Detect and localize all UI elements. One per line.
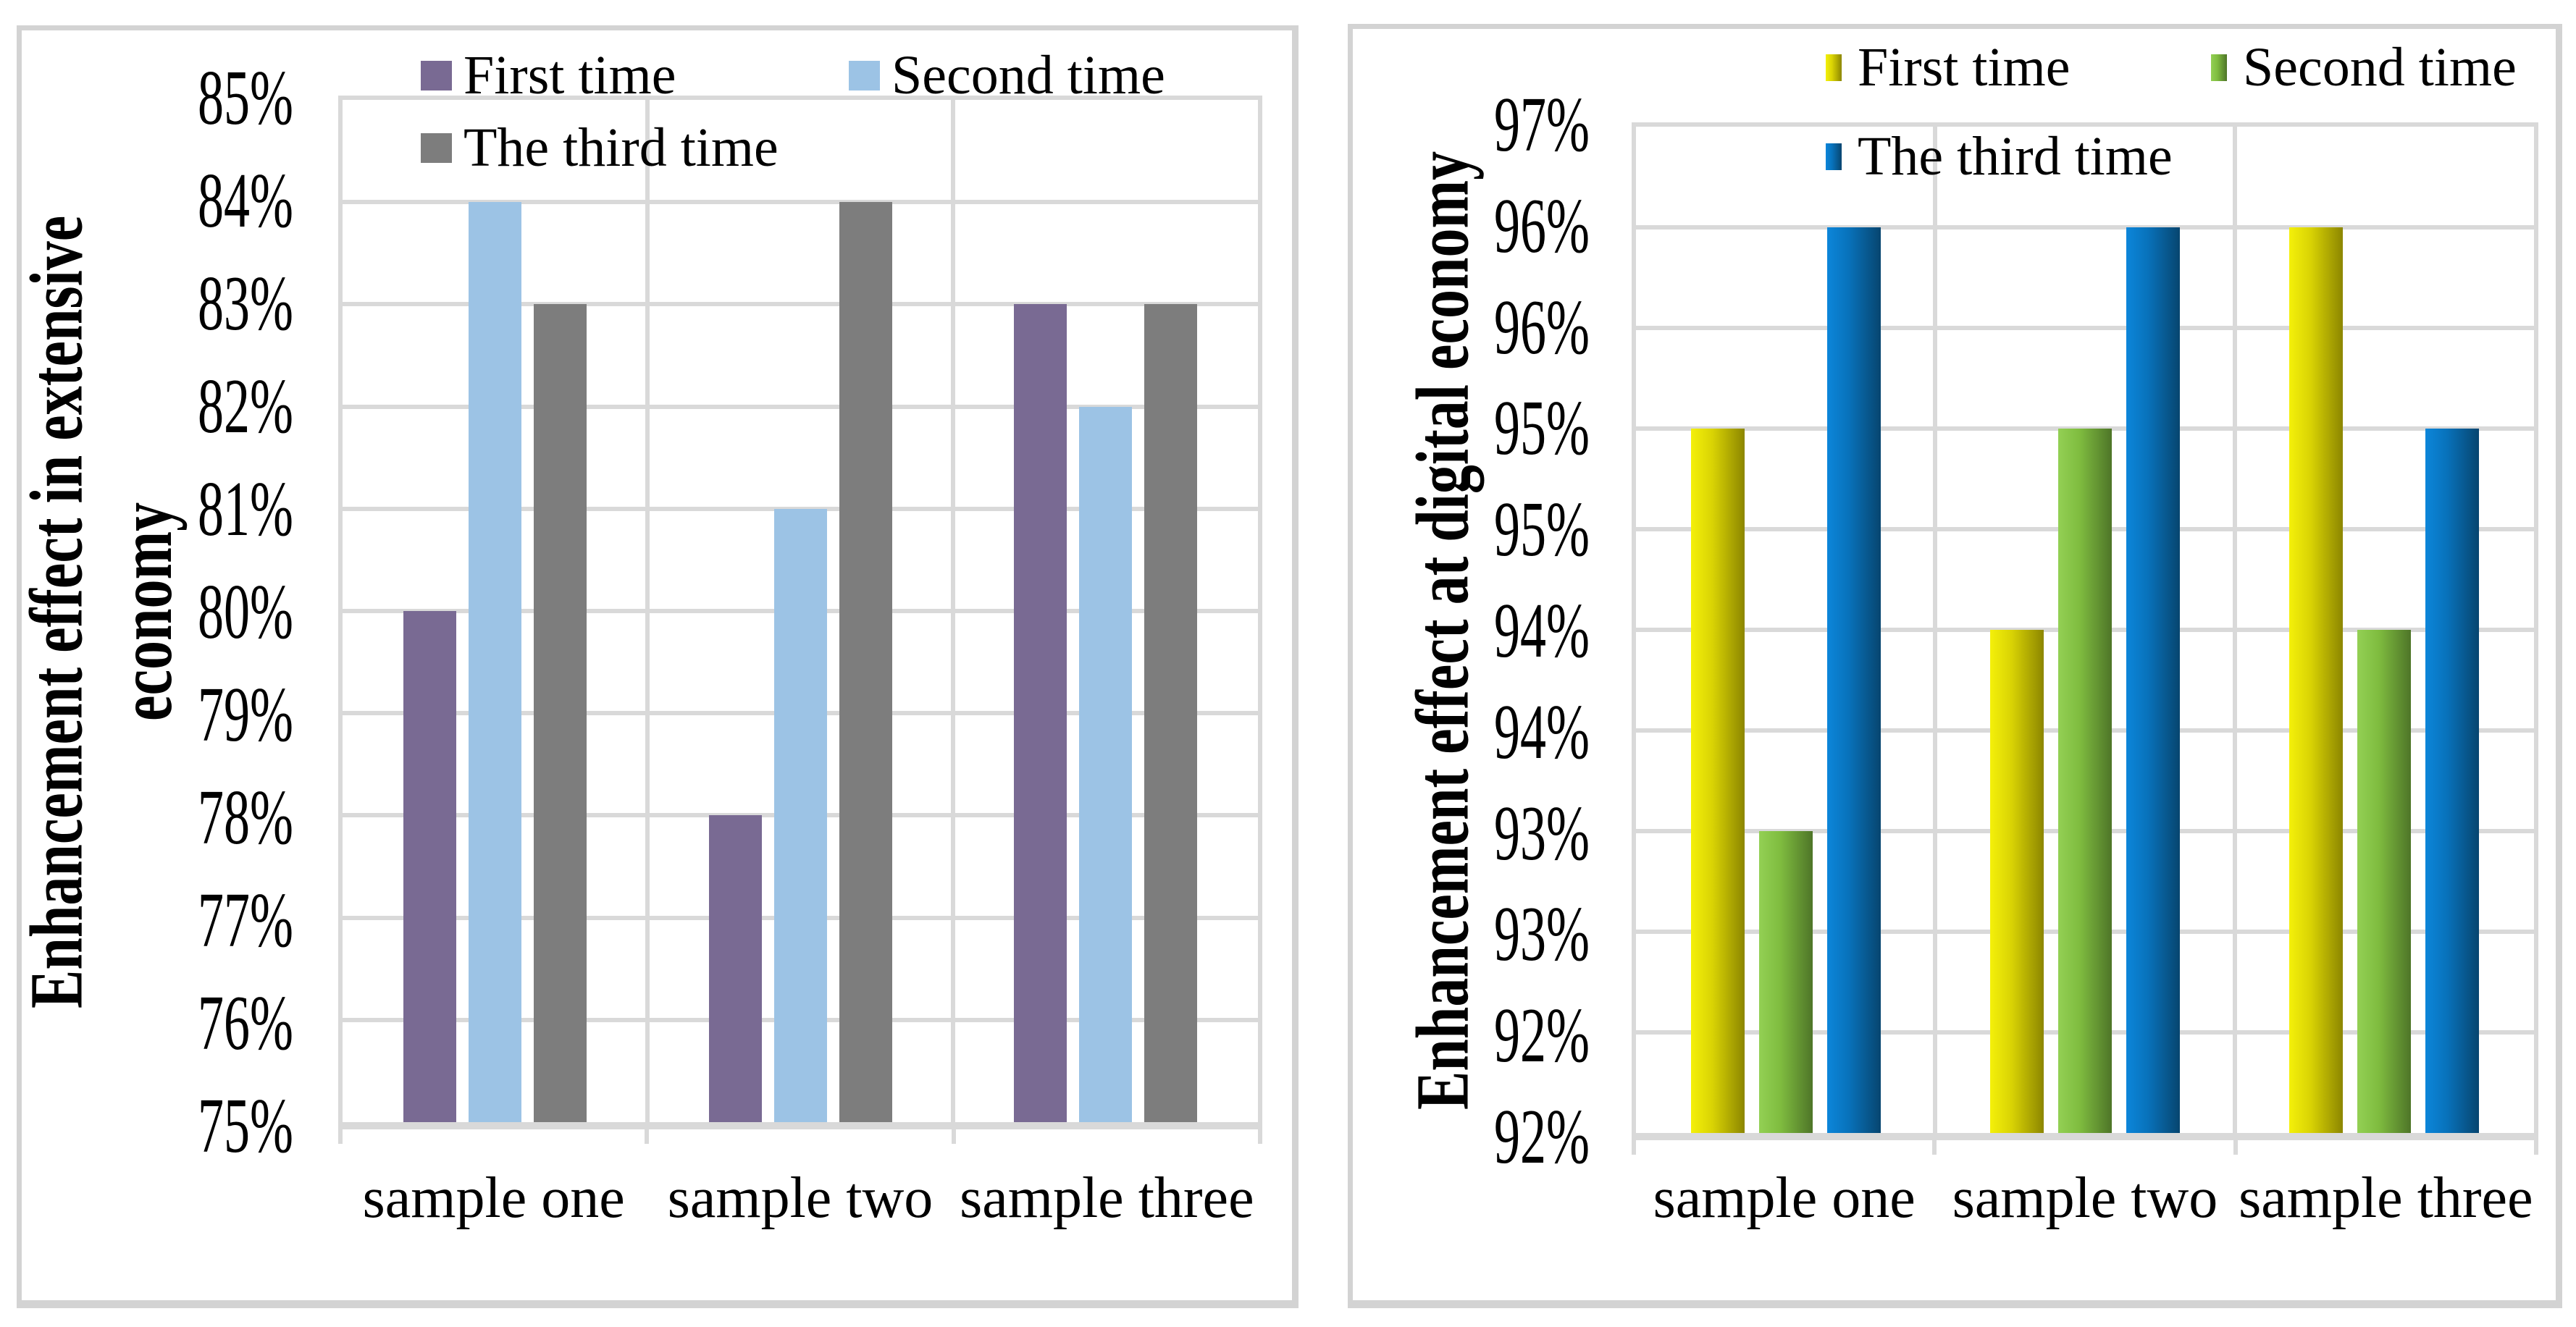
y-tick-label: 95% — [1494, 384, 1590, 472]
gridline — [1636, 326, 2534, 330]
y-tick-label: 93% — [1494, 890, 1590, 978]
y-tick-label: 84% — [198, 157, 293, 244]
legend-label: Second time — [2243, 37, 2517, 98]
x-category-label: sample two — [1952, 1166, 2218, 1230]
legend-label: Second time — [891, 45, 1165, 106]
y-tick-label: 75% — [198, 1082, 293, 1169]
legend-marker-the-third-time — [1826, 143, 1842, 170]
plot-area — [338, 96, 1262, 1129]
y-tick-label: 94% — [1494, 587, 1590, 674]
legend-marker-the-third-time — [421, 132, 452, 163]
y-tick-label: 79% — [198, 671, 293, 758]
bar-the-third-time-sample-one — [1827, 227, 1881, 1133]
gridline — [645, 100, 650, 1122]
bar-first-time-sample-one — [403, 611, 456, 1122]
axis-tick — [645, 1128, 649, 1144]
bar-first-time-sample-three — [1014, 304, 1067, 1122]
gridline — [343, 404, 1258, 409]
y-tick-label: 97% — [1494, 81, 1590, 168]
axis-tick — [952, 1128, 956, 1144]
gridline — [1636, 225, 2534, 229]
y-axis-title-line: economy — [104, 502, 188, 722]
axis-tick — [1932, 1139, 1937, 1155]
bar-second-time-sample-one — [1759, 831, 1813, 1133]
y-tick-label: 82% — [198, 363, 293, 450]
axis-tick — [2233, 1139, 2238, 1155]
bar-second-time-sample-two — [2058, 429, 2112, 1133]
y-tick-label: 95% — [1494, 486, 1590, 573]
x-category-label: sample three — [960, 1166, 1254, 1230]
legend-label: First time — [463, 45, 676, 106]
x-category-label: sample two — [667, 1166, 934, 1230]
y-tick-label: 77% — [198, 877, 293, 964]
gridline — [2232, 127, 2237, 1133]
y-axis-title-line: Enhancement effect in extensive — [15, 215, 98, 1008]
y-tick-label: 96% — [1494, 182, 1590, 269]
bar-first-time-sample-two — [709, 815, 762, 1122]
legend-label: The third time — [463, 117, 779, 178]
y-tick-label: 94% — [1494, 688, 1590, 775]
gridline — [343, 302, 1258, 307]
axis-tick — [2534, 1139, 2538, 1155]
bar-the-third-time-sample-three — [1144, 304, 1197, 1122]
bar-first-time-sample-one — [1691, 429, 1745, 1133]
legend-marker-second-time — [2211, 54, 2227, 81]
legend-marker-second-time — [849, 60, 880, 90]
bar-second-time-sample-one — [469, 202, 521, 1122]
x-category-label: sample one — [362, 1166, 625, 1230]
y-tick-label: 92% — [1494, 992, 1590, 1079]
gridline — [343, 200, 1258, 205]
gridline — [950, 100, 955, 1122]
bar-the-third-time-sample-two — [2126, 227, 2180, 1133]
y-tick-label: 76% — [198, 980, 293, 1066]
axis-tick — [1258, 1128, 1262, 1144]
y-axis-title: Enhancement effect in extensive economy — [13, 98, 192, 1126]
x-category-label: sample one — [1653, 1166, 1916, 1230]
axis-tick — [1632, 1139, 1636, 1155]
x-category-label: sample three — [2239, 1166, 2533, 1230]
axis-tick — [338, 1128, 343, 1144]
bar-the-third-time-sample-two — [839, 202, 892, 1122]
legend-label: First time — [1858, 37, 2071, 98]
y-tick-label: 83% — [198, 260, 293, 347]
bar-first-time-sample-three — [2289, 227, 2343, 1133]
bar-first-time-sample-two — [1990, 630, 2044, 1133]
gridline — [1933, 127, 1938, 1133]
plot-area — [1632, 122, 2538, 1140]
y-tick-label: 92% — [1494, 1093, 1590, 1180]
bar-second-time-sample-three — [1079, 407, 1132, 1122]
y-tick-label: 80% — [198, 568, 293, 655]
gridline — [343, 506, 1258, 511]
y-axis-title-line: Enhancement effect at digital economy — [1401, 151, 1485, 1111]
y-tick-label: 96% — [1494, 283, 1590, 371]
y-tick-label: 93% — [1494, 789, 1590, 877]
bar-the-third-time-sample-one — [534, 304, 587, 1122]
y-tick-label: 81% — [198, 465, 293, 552]
bar-second-time-sample-two — [774, 509, 827, 1122]
bar-second-time-sample-three — [2357, 630, 2411, 1133]
y-tick-label: 78% — [198, 774, 293, 861]
y-tick-label: 85% — [198, 54, 293, 141]
bar-the-third-time-sample-three — [2425, 429, 2479, 1133]
legend-marker-first-time — [421, 60, 452, 90]
y-axis-title: Enhancement effect at digital economy — [1399, 125, 1489, 1137]
legend-marker-first-time — [1826, 54, 1842, 81]
legend-label: The third time — [1858, 126, 2173, 187]
